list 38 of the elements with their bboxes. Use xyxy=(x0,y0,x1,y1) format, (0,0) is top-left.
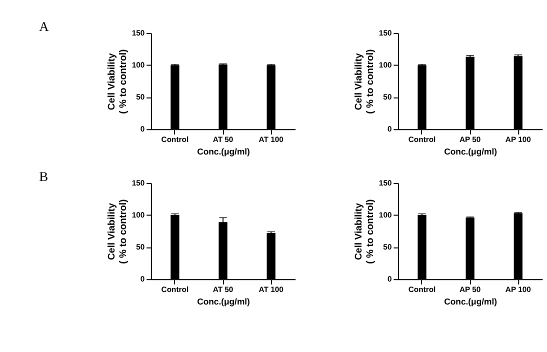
chart-title: B xyxy=(39,169,48,184)
x-tick-label: Control xyxy=(161,285,189,294)
x-tick-label: Control xyxy=(408,285,436,294)
x-tick-label: AP 100 xyxy=(505,135,531,144)
x-tick-label: AP 50 xyxy=(459,285,481,294)
y-axis-title: Cell Viability ( % to control) xyxy=(354,49,376,114)
y-tick-label: 150 xyxy=(378,178,392,188)
y-tick-label: 50 xyxy=(383,242,392,252)
y-tick-label: 50 xyxy=(136,242,145,252)
x-tick-label: AP 50 xyxy=(459,135,481,144)
y-tick-label: 100 xyxy=(132,60,145,70)
x-axis-title: Conc.(μg/ml) xyxy=(197,146,250,157)
x-axis-title: Conc.(μg/ml) xyxy=(197,296,250,307)
x-axis-title: Conc.(μg/ml) xyxy=(444,296,498,307)
x-axis-title: Conc.(μg/ml) xyxy=(444,146,498,157)
x-tick-label: Control xyxy=(408,135,436,144)
x-tick-label: AT 50 xyxy=(212,285,234,294)
y-tick-label: 0 xyxy=(140,124,145,134)
y-tick-label: 100 xyxy=(132,210,145,220)
x-tick-label: Control xyxy=(161,135,189,144)
y-tick-label: 100 xyxy=(378,60,392,70)
x-tick-label: AT 100 xyxy=(258,285,284,294)
y-tick-label: 150 xyxy=(378,28,392,38)
y-tick-label: 50 xyxy=(136,92,145,102)
x-tick-label: AT 50 xyxy=(212,135,234,144)
y-axis-title: Cell Viability ( % to control) xyxy=(106,49,130,114)
y-tick-label: 0 xyxy=(140,274,145,284)
y-tick-label: 0 xyxy=(387,274,392,284)
x-tick-label: AT 100 xyxy=(258,135,284,144)
y-axis-title: Cell Viability ( % to control) xyxy=(354,199,376,264)
y-tick-label: 150 xyxy=(132,178,145,188)
y-tick-label: 150 xyxy=(132,28,145,38)
x-tick-label: AP 100 xyxy=(505,285,531,294)
y-tick-label: 0 xyxy=(387,124,392,134)
y-tick-label: 50 xyxy=(383,92,392,102)
chart-title: A xyxy=(39,19,50,34)
y-tick-label: 100 xyxy=(378,210,392,220)
y-axis-title: Cell Viability ( % to control) xyxy=(106,199,130,264)
